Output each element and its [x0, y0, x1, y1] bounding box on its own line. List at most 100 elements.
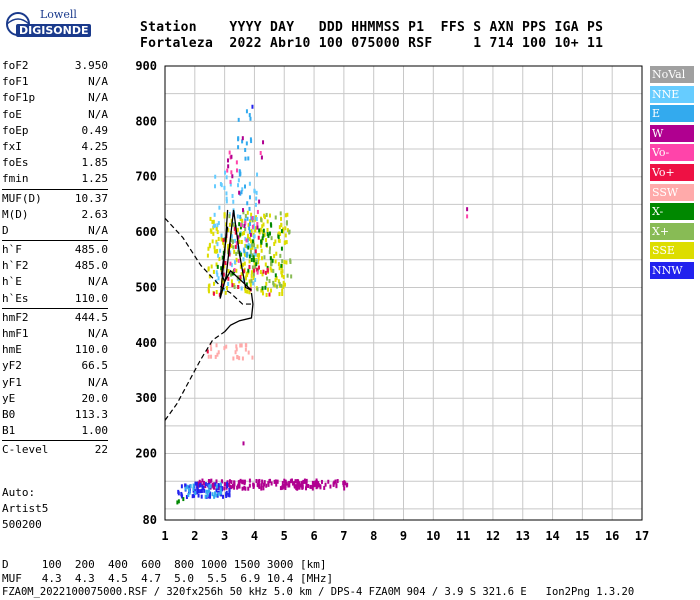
echo-point — [244, 220, 247, 225]
param-name: foF2 — [2, 59, 29, 72]
echo-point — [251, 242, 254, 247]
echo-point — [256, 287, 259, 292]
echo-point — [232, 245, 235, 250]
echo-point — [241, 486, 244, 491]
echo-point — [233, 480, 236, 485]
echo-point — [268, 250, 271, 255]
echo-point — [252, 276, 255, 281]
echo-point — [180, 484, 183, 489]
echo-point — [244, 486, 247, 491]
echo-point — [278, 292, 281, 297]
legend-item-noval: NoVal — [650, 66, 694, 83]
echo-point — [213, 212, 216, 217]
echo-point — [220, 233, 223, 238]
echo-point — [235, 347, 238, 352]
echo-point — [307, 483, 310, 488]
echo-point — [215, 226, 218, 231]
echo-point — [334, 479, 337, 484]
echo-point — [242, 262, 245, 267]
echo-point — [227, 243, 230, 248]
echo-point — [290, 478, 293, 483]
echo-point — [234, 244, 237, 249]
echo-point — [244, 227, 247, 232]
y-tick-label: 500 — [135, 280, 157, 294]
footer-file-info: FZA0M_2022100075000.RSF / 320fx256h 50 k… — [2, 586, 635, 598]
echo-point — [315, 480, 318, 485]
echo-point — [286, 228, 289, 233]
x-tick-label: 4 — [251, 529, 258, 543]
echo-point — [281, 481, 284, 486]
echo-point — [187, 493, 190, 498]
echo-point — [265, 238, 268, 243]
echo-point — [239, 275, 242, 280]
echo-point — [284, 226, 287, 231]
x-tick-label: 9 — [400, 529, 407, 543]
echo-point — [209, 342, 212, 347]
y-tick-label: 200 — [135, 447, 157, 461]
echo-point — [219, 487, 222, 492]
echo-point — [243, 223, 246, 228]
echo-point — [252, 234, 255, 239]
echo-point — [282, 284, 285, 289]
echo-point — [248, 195, 251, 200]
echo-point — [220, 490, 223, 495]
echo-point — [253, 189, 256, 194]
echo-point — [238, 190, 241, 195]
echo-point — [243, 184, 246, 189]
echo-point — [327, 479, 330, 484]
echo-point — [268, 292, 271, 297]
echo-point — [275, 276, 278, 281]
param-name: h`E — [2, 275, 22, 289]
echo-point — [343, 486, 346, 491]
echo-point — [247, 268, 250, 273]
echo-point — [201, 478, 204, 483]
echo-point — [246, 216, 249, 221]
echo-point — [260, 256, 263, 261]
echo-point — [209, 216, 212, 221]
echo-point — [209, 479, 212, 484]
param-name: foF1p — [2, 91, 36, 105]
echo-point — [207, 266, 210, 271]
param-name: h`F2 — [2, 259, 29, 273]
echo-point — [208, 274, 211, 279]
echo-point — [241, 187, 244, 192]
echo-point — [237, 178, 240, 183]
echo-point — [256, 172, 259, 177]
echo-point — [251, 239, 254, 244]
profile-dashed-lower — [164, 331, 225, 421]
echo-point — [252, 255, 255, 260]
x-tick-label: 15 — [575, 529, 589, 543]
legend-item-e: E — [650, 105, 694, 123]
echo-point — [246, 238, 249, 243]
echo-point — [274, 259, 277, 264]
echo-point — [262, 228, 265, 233]
echo-point — [243, 261, 246, 266]
footer-distance: D 100 200 400 600 800 1000 1500 3000 [km… — [2, 558, 327, 571]
echo-point — [198, 479, 201, 484]
echo-point — [252, 258, 255, 263]
echo-point — [264, 285, 267, 290]
echo-point — [208, 484, 211, 489]
param-value: N/A — [88, 91, 108, 105]
param-name: yF1 — [2, 375, 22, 389]
echo-point — [257, 479, 260, 484]
echo-point — [277, 234, 280, 239]
param-name: foE — [2, 107, 22, 121]
echo-point — [210, 229, 213, 234]
echo-point — [256, 253, 259, 258]
param-name: B1 — [2, 424, 16, 438]
echo-point — [262, 222, 265, 227]
echo-point — [228, 488, 231, 493]
echo-point — [241, 139, 244, 144]
echo-point — [196, 481, 199, 486]
echo-point — [215, 270, 218, 275]
echo-point — [249, 137, 252, 142]
echo-point — [280, 222, 283, 227]
echo-point — [213, 249, 216, 254]
echo-point — [211, 219, 214, 224]
echo-point — [254, 226, 257, 231]
echo-point — [226, 250, 229, 255]
echo-point — [213, 245, 216, 250]
echo-point — [238, 239, 241, 244]
echo-point — [248, 254, 251, 259]
